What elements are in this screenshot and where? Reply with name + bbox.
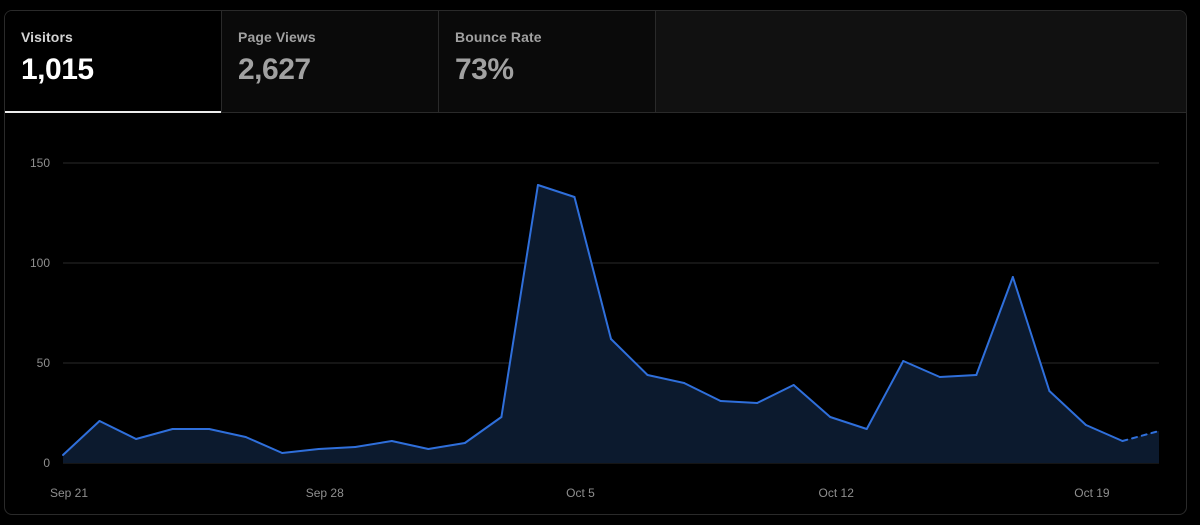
series-line-segment (865, 360, 905, 430)
series-line-segment (573, 196, 612, 340)
series-line-segment (536, 184, 576, 198)
tab-visitors-value: 1,015 (21, 53, 94, 86)
series-line-segment (829, 416, 868, 430)
tab-bounce-rate[interactable]: Bounce Rate 73% (439, 11, 656, 112)
visitors-chart-svg[interactable]: 0 50 100 150 Sep 21 Sep 28 Oct 5 Oct 12 Oct 19 (5, 113, 1186, 514)
data-point (317, 447, 321, 451)
tab-visitors[interactable]: Visitors 1,015 (5, 11, 222, 113)
series-line-segment (1048, 390, 1087, 426)
data-point (1120, 439, 1124, 443)
metric-tabs: Visitors 1,015 Page Views 2,627 Bounce R… (5, 11, 1186, 113)
series-line-segment (792, 384, 832, 418)
series-line-segment-partial (1121, 430, 1160, 442)
data-point (134, 437, 138, 441)
data-point (755, 401, 759, 405)
data-point (98, 419, 102, 423)
series-line-segment (135, 428, 174, 440)
x-tick-label: Oct 19 (1074, 486, 1110, 500)
data-point (1011, 275, 1015, 279)
data-point (609, 337, 613, 341)
data-point (865, 427, 869, 431)
data-point (1157, 429, 1161, 433)
series-line-segment (62, 420, 101, 456)
series-line-segment (354, 440, 393, 448)
data-point (61, 453, 65, 457)
data-point (426, 447, 430, 451)
series-line-segment (281, 448, 320, 454)
x-tick-label: Oct 12 (819, 486, 855, 500)
data-point (938, 375, 942, 379)
series-line-segment (208, 428, 247, 438)
tab-page-views[interactable]: Page Views 2,627 (222, 11, 439, 112)
series-line-segment (244, 436, 284, 454)
x-tick-label: Oct 5 (566, 486, 595, 500)
analytics-panel: Visitors 1,015 Page Views 2,627 Bounce R… (4, 10, 1187, 515)
x-tick-label: Sep 21 (50, 486, 88, 500)
y-tick-label: 50 (37, 356, 51, 370)
data-point (280, 451, 284, 455)
data-point (244, 435, 248, 439)
data-point (719, 399, 723, 403)
tab-bar-filler (656, 11, 1186, 112)
data-point (792, 383, 796, 387)
visitors-chart[interactable]: 0 50 100 150 Sep 21 Sep 28 Oct 5 Oct 12 Oct 19 (5, 113, 1186, 514)
series-line-segment (500, 184, 539, 418)
data-point (463, 441, 467, 445)
series-line-segment (1011, 276, 1051, 392)
series-line-segment (317, 446, 357, 450)
series-line-segment (98, 420, 138, 440)
data-point (353, 445, 357, 449)
tab-bounce-rate-label: Bounce Rate (455, 29, 542, 45)
series-line-segment (390, 440, 430, 450)
y-tick-label: 150 (30, 156, 50, 170)
x-tick-label: Sep 28 (306, 486, 344, 500)
data-point (171, 427, 175, 431)
data-point (974, 373, 978, 377)
data-point (646, 373, 650, 377)
series-line-segment (1084, 424, 1124, 442)
series-line-segment (756, 384, 795, 404)
series-line-segment (683, 382, 722, 402)
series-line-segment (427, 442, 466, 450)
data-point (207, 427, 211, 431)
tab-bounce-rate-value: 73% (455, 53, 514, 86)
y-tick-label: 100 (30, 256, 50, 270)
y-tick-label: 0 (43, 456, 50, 470)
data-point (390, 439, 394, 443)
tab-page-views-value: 2,627 (238, 53, 311, 86)
series-line-segment (902, 360, 941, 378)
data-point (828, 415, 832, 419)
data-point (682, 381, 686, 385)
series-area (63, 185, 1159, 463)
series-line-segment (719, 400, 759, 404)
series-line-segment (938, 374, 978, 378)
series-line-segment (610, 338, 649, 376)
data-point (572, 195, 576, 199)
series-line-segment (463, 416, 503, 444)
data-point (1047, 389, 1051, 393)
data-point (499, 415, 503, 419)
tab-page-views-label: Page Views (238, 29, 316, 45)
data-point (1084, 423, 1088, 427)
data-point (536, 183, 540, 187)
tab-visitors-label: Visitors (21, 29, 73, 45)
data-point (901, 359, 905, 363)
series-line-segment (646, 374, 686, 384)
series-line-segment (975, 276, 1014, 376)
